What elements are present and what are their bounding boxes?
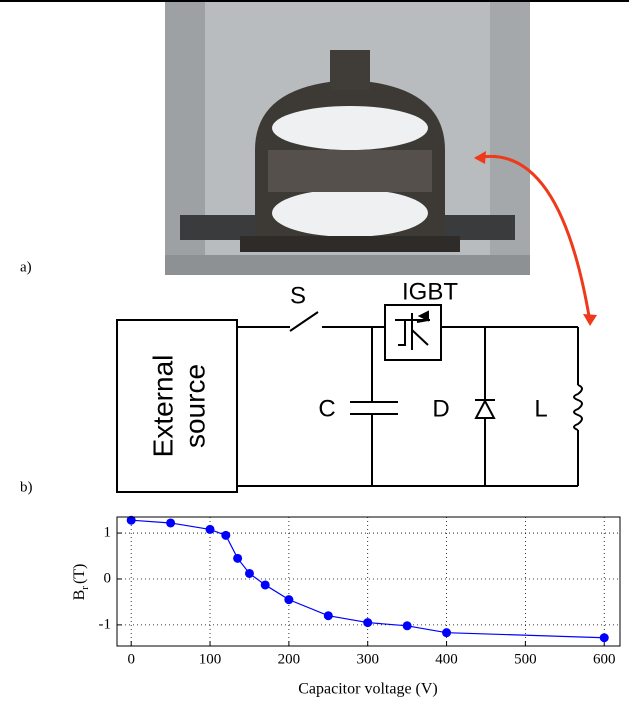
x-tick-label: 400 <box>435 651 458 667</box>
arrow-head <box>583 314 597 326</box>
y-tick-label: -1 <box>99 616 112 632</box>
data-point <box>323 611 333 621</box>
x-axis-label: Capacitor voltage (V) <box>298 681 438 698</box>
switch-label: S <box>290 282 306 309</box>
data-point <box>205 524 215 534</box>
data-point <box>599 633 609 643</box>
circuit <box>116 304 583 493</box>
igbt-label: IGBT <box>402 278 458 305</box>
y-tick-label: 1 <box>104 525 112 541</box>
source-label: External <box>147 355 178 458</box>
y-tick-label: 0 <box>104 570 112 586</box>
plot-frame <box>116 516 621 647</box>
data-point <box>221 530 231 540</box>
y-label-sub: r <box>79 586 91 590</box>
data-point <box>442 628 452 638</box>
diode-label: D <box>432 395 449 422</box>
data-point <box>166 518 176 528</box>
y-axis-label: Br (T) <box>71 564 91 601</box>
chart: 0 100 200 300 400 500 600 -1 0 1 <box>99 515 620 667</box>
y-label-unit: (T) <box>71 564 88 584</box>
arrow-head <box>474 151 486 164</box>
x-tick-label: 100 <box>199 651 222 667</box>
capacitor-label: C <box>318 395 335 422</box>
x-tick-label: 300 <box>356 651 379 667</box>
link-arrow <box>475 155 592 323</box>
x-tick-label: 200 <box>278 651 301 667</box>
data-point <box>244 568 254 578</box>
data-point <box>402 621 412 631</box>
x-tick-label: 600 <box>593 651 616 667</box>
panel-label: a) <box>20 259 32 275</box>
data-point <box>233 553 243 563</box>
x-tick-label: 0 <box>127 651 135 667</box>
panel-label: b) <box>20 479 33 495</box>
data-point <box>260 580 270 590</box>
inductor-label: L <box>534 395 547 422</box>
data-point <box>284 595 294 605</box>
photo <box>165 2 530 275</box>
data-point <box>363 618 373 628</box>
y-label-main: B <box>71 590 88 601</box>
data-point <box>126 515 136 525</box>
source-label: source <box>179 364 210 448</box>
x-tick-label: 500 <box>514 651 537 667</box>
